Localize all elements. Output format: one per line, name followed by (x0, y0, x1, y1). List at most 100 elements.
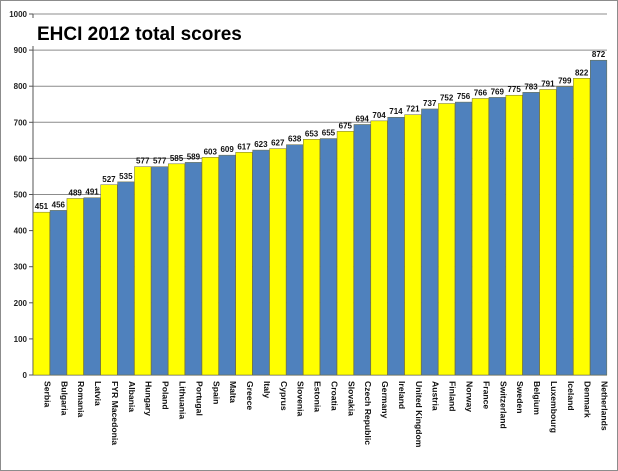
bar-slovenia (286, 144, 304, 376)
category-label: Portugal (194, 381, 204, 416)
y-tick-label: 700 (14, 118, 28, 127)
data-label: 603 (204, 147, 218, 156)
category-label: Belgium (532, 381, 542, 415)
data-label: 638 (288, 135, 302, 144)
y-tick-label: 0 (23, 371, 28, 380)
category-label: Serbia (42, 381, 52, 407)
category-label: Denmark (583, 381, 593, 418)
y-tick-label: 100 (14, 335, 28, 344)
chart-title: EHCI 2012 total scores (37, 24, 242, 45)
category-label: Greece (245, 381, 255, 410)
data-label: 737 (423, 99, 437, 108)
bar-portugal (184, 162, 202, 376)
data-label: 623 (254, 140, 268, 149)
data-label: 775 (507, 85, 521, 94)
category-label: France (481, 381, 491, 409)
category-label: Albania (127, 381, 137, 412)
bar-sweden (505, 94, 523, 376)
bar-estonia (303, 139, 321, 376)
data-label: 799 (558, 77, 572, 86)
bar-norway (454, 101, 473, 376)
bar-hungary (134, 166, 152, 376)
category-label: Luxembourg (549, 381, 559, 433)
bar-germany (370, 120, 388, 376)
category-label: Spain (211, 381, 221, 404)
y-axis-ticks: 0 100 200 300 400 500 600 700 800 900 1000 (9, 10, 33, 380)
category-label: Austria (431, 381, 441, 411)
data-label: 653 (305, 129, 319, 138)
bar-malta (218, 154, 236, 376)
data-label: 491 (85, 188, 99, 197)
data-label: 577 (153, 157, 167, 166)
y-tick-label: 300 (14, 263, 28, 272)
data-label: 769 (491, 87, 505, 96)
category-label: Switzerland (498, 381, 508, 429)
category-label: Czech Republic (363, 381, 373, 445)
y-tick-label: 500 (14, 191, 28, 200)
data-label: 791 (541, 79, 555, 88)
category-label: Estonia (313, 381, 323, 412)
bar-denmark (573, 78, 591, 376)
data-label: 675 (339, 121, 353, 130)
data-label: 585 (170, 154, 184, 163)
y-tick-label: 600 (14, 154, 28, 163)
bar-fyr-macedonia (100, 184, 118, 376)
bar-italy (252, 149, 270, 376)
bar-iceland (556, 86, 574, 376)
category-label: Romania (76, 381, 86, 418)
data-label: 589 (187, 152, 201, 161)
data-label: 489 (69, 188, 83, 197)
category-label: Lithuania (178, 381, 188, 419)
category-label: Netherlands (600, 381, 610, 431)
data-label: 609 (220, 145, 234, 154)
bar-albania (117, 181, 135, 376)
bar-spain (201, 157, 219, 376)
category-label: Bulgaria (59, 381, 69, 416)
y-tick-label: 900 (14, 46, 28, 55)
data-label: 721 (406, 105, 420, 114)
data-label: 756 (457, 92, 471, 101)
bar-greece (235, 152, 253, 376)
bar-slovakia (336, 131, 354, 376)
category-label: Latvia (93, 381, 103, 406)
bar-bulgaria (49, 210, 67, 376)
bar-ireland (387, 116, 405, 376)
y-tick-label: 400 (14, 227, 28, 236)
bar-croatia (319, 138, 337, 376)
data-label: 714 (389, 107, 403, 116)
y-tick-label: 200 (14, 299, 28, 308)
data-label: 752 (440, 94, 454, 103)
bar-switzerland (488, 97, 506, 376)
bar-cyprus (269, 148, 287, 376)
y-tick-label: 1000 (9, 10, 27, 19)
bar-finland (438, 103, 456, 376)
category-label: Sweden (515, 381, 525, 413)
data-label: 577 (136, 157, 150, 166)
data-label: 451 (35, 202, 49, 211)
category-labels: Serbia Bulgaria Romania Latvia FYR Macedonia… (42, 381, 609, 448)
data-label: 535 (119, 172, 133, 181)
data-label: 766 (474, 88, 488, 97)
category-label: FYR Macedonia (110, 381, 120, 445)
category-label: Croatia (329, 381, 339, 411)
data-label: 783 (524, 82, 538, 91)
y-tick-label: 800 (14, 82, 28, 91)
bar-romania (66, 198, 84, 376)
category-label: Italy (262, 381, 272, 398)
category-label: Germany (380, 381, 390, 418)
data-label: 694 (356, 114, 370, 123)
bar-czech-republic (353, 124, 371, 376)
category-label: Poland (161, 381, 171, 410)
data-label: 822 (575, 68, 589, 77)
category-label: Slovenia (296, 381, 306, 417)
data-label: 527 (102, 175, 116, 184)
category-label: United Kingdom (414, 381, 424, 448)
category-label: Slovakia (346, 381, 356, 416)
title-background (31, 18, 253, 46)
data-label: 617 (237, 142, 251, 151)
bar-netherlands (590, 59, 608, 376)
category-label: Hungary (144, 381, 154, 416)
